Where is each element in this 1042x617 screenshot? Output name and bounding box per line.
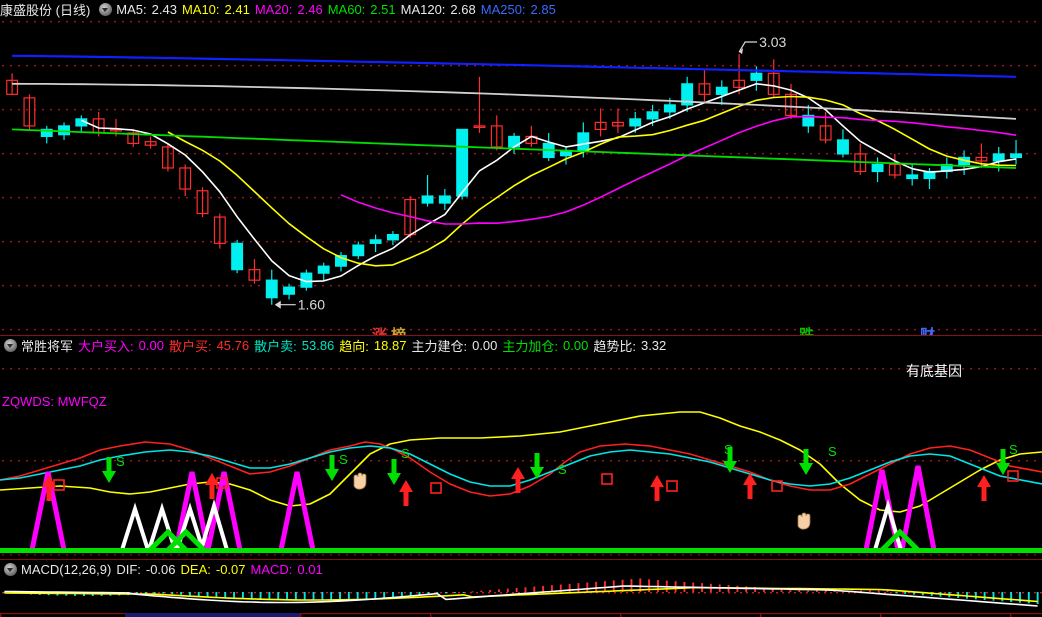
indicator-name: 常胜将军 [21,339,74,354]
ma5-label: MA5: [116,2,147,17]
signal-box-marker [53,479,65,491]
macd-header[interactable]: MACD(12,26,9) DIF: -0.06 DEA: -0.07 MACD… [0,559,1042,579]
sell-signal-label: S [1009,442,1018,457]
ma5-value: 2.43 [151,2,177,17]
zqwds-label: ZQWDS: MWFQZ [2,394,107,409]
sell-signal-label: S [558,462,567,477]
indicator-chart-svg: ZQWDS: MWFQZ S S S S S S S 有底基因 [0,363,1042,556]
zhuli-jiacang-label: 主力加仓: [502,339,559,354]
zhuli-jiancang-value: 0.00 [472,338,498,353]
sell-arrow-icon [996,449,1010,475]
signal-box-marker [601,473,613,485]
custom-indicator-panel[interactable]: ZQWDS: MWFQZ S S S S S S S 有底基因 [0,354,1042,559]
dea-label: DEA: [180,562,211,577]
main-chart-header[interactable]: 康盛股份 (日线) MA5: 2.43 MA10: 2.41 MA20: 2.4… [0,0,1042,19]
price-chart-svg: 3.03 1.60 [2,21,1036,331]
stock-title: 康盛股份 (日线) [0,3,91,18]
sell-signal-label: S [724,442,733,457]
sell-arrow-icon [723,447,737,473]
ma60-value: 2.51 [370,2,396,17]
qushibi-label: 趋势比: [593,339,636,354]
dahu-buy-value: 0.00 [138,338,164,353]
macd-label: MACD: [250,562,293,577]
sell-arrow-icon [387,459,401,485]
macd-chart-svg [0,578,1042,617]
signal-box-marker [430,482,442,494]
sell-signal-label: S [116,454,125,469]
signal-box-marker [1007,470,1019,482]
macd-name: MACD(12,26,9) [21,562,112,577]
sell-signal-label: S [339,452,348,467]
buy-arrow-icon [977,475,991,501]
zhuli-jiancang-label: 主力建仓: [411,339,468,354]
sanhu-buy-value: 45.76 [216,338,250,353]
ma120-label: MA120: [400,2,446,17]
sell-arrow-icon [799,449,813,475]
mid-indicator-header[interactable]: 常胜将军 大户买入: 0.00 散户买: 45.76 散户卖: 53.86 趋向… [0,335,1042,355]
buy-arrow-icon [511,467,525,493]
zhuli-jiacang-value: 0.00 [563,338,589,353]
buy-arrow-icon [743,473,757,499]
sell-arrow-icon [530,453,544,479]
hand-cursor-icon [353,472,367,490]
dropdown-circle-icon[interactable] [4,339,17,352]
watermark-cai: 财 [920,326,936,335]
sell-signal-label: S [828,444,837,459]
dea-value: -0.07 [215,562,246,577]
dif-value: -0.06 [145,562,176,577]
signal-box-marker [771,480,783,492]
ma60-label: MA60: [327,2,366,17]
signal-box-marker [216,477,228,489]
quxiang-value: 18.87 [373,338,407,353]
buy-arrow-icon [42,475,56,501]
sanhu-sell-value: 53.86 [301,338,335,353]
watermark-zhang: 涨 [372,326,388,335]
hand-cursor-icon [797,512,811,530]
low-price-label: 1.60 [298,297,325,313]
buy-arrow-icon [399,480,413,506]
macd-value: 0.01 [297,562,323,577]
sanhu-sell-label: 散户卖: [254,339,297,354]
ma120-value: 2.68 [450,2,476,17]
ma10-label: MA10: [181,2,220,17]
qushibi-value: 3.32 [640,338,667,353]
watermark-die: 跌 [799,326,815,335]
sell-signal-label: S [401,446,410,461]
signal-box-marker [666,480,678,492]
macd-panel[interactable] [0,578,1042,617]
ma250-label: MA250: [480,2,526,17]
bottom-gene-label: 有底基因 [906,363,962,380]
dif-label: DIF: [116,562,141,577]
dropdown-circle-icon[interactable] [99,3,113,16]
watermark-bang: 榜 [391,326,407,335]
buy-arrow-icon [650,475,664,501]
buy-arrow-icon [205,473,219,499]
high-price-label: 3.03 [759,34,786,50]
quxiang-label: 趋向: [339,339,369,354]
ma250-value: 2.85 [530,2,556,17]
ma10-value: 2.41 [224,2,250,17]
sell-arrow-icon [102,457,116,483]
sanhu-buy-label: 散户买: [168,339,212,354]
sell-arrow-icon [325,455,339,481]
dropdown-circle-icon[interactable] [4,563,17,576]
ma20-value: 2.46 [297,2,323,17]
price-candlestick-panel[interactable]: 3.03 1.60 涨 榜 跌 财 [0,19,1042,335]
dahu-buy-label: 大户买入: [78,339,134,354]
ma20-label: MA20: [254,2,293,17]
